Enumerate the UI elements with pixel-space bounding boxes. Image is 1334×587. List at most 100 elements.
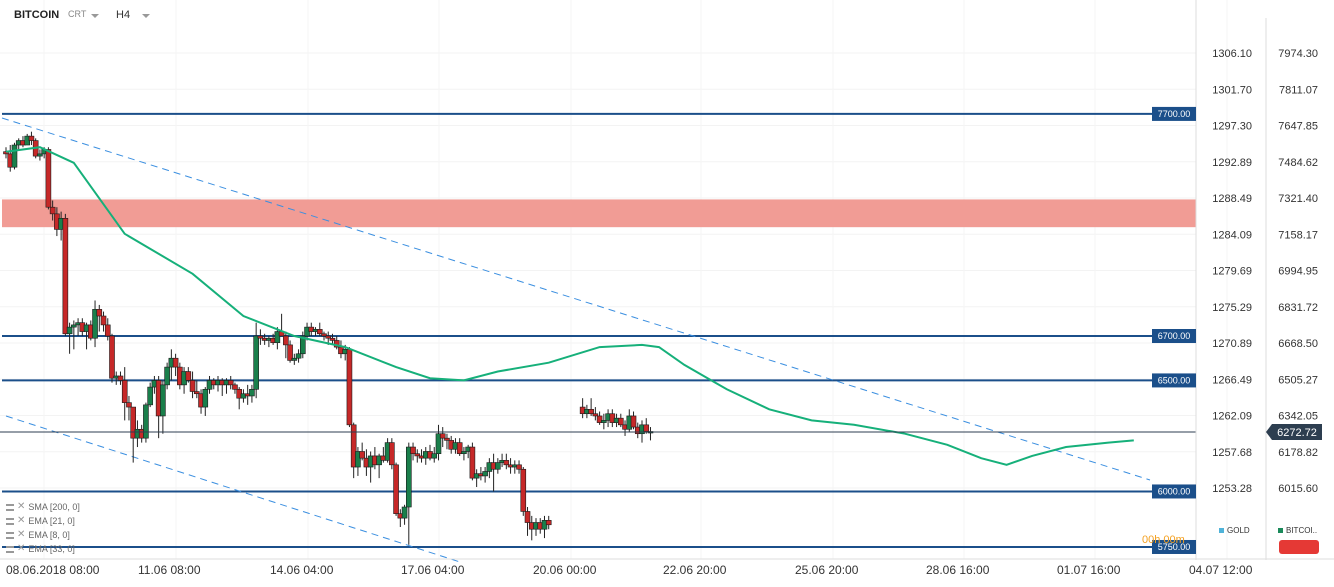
candle-body [96,309,103,317]
candle-body [516,464,522,470]
candle-body [185,371,192,381]
candle-body [444,437,450,441]
level-label-box [1152,106,1196,121]
time-tick-label: 11.06 08:00 [138,563,201,577]
candle-body [524,511,531,523]
close-icon[interactable]: ✕ [17,529,26,540]
price-tick-label: 7647.85 [1278,121,1318,133]
trend-channel [1,117,1151,563]
price-tick-label: 6178.82 [1278,447,1318,459]
price-tick-label: 6668.50 [1278,338,1318,350]
price-tick-label: 6994.95 [1278,266,1318,278]
level-label-box [1152,373,1196,388]
candle-body [329,337,336,341]
indicator-row[interactable]: ✕ SMA [200, 0] [6,500,80,514]
level-label: 6500.00 [1158,375,1191,385]
price-tick-label: 6015.60 [1278,483,1318,495]
timeframe-selector[interactable]: H4 [116,9,131,21]
candle-body [295,353,302,359]
level-label: 5750.00 [1158,542,1191,552]
candle-body [28,135,35,141]
candle-body [37,153,43,157]
indicator-row[interactable]: ✕ EMA [33, 0] [6,542,80,556]
candle-body [630,415,637,428]
candle-body [520,468,527,512]
candle-body [405,446,412,508]
candle-body [495,462,501,470]
candle-body [121,380,128,403]
timeframe-dropdown-icon[interactable] [142,14,150,18]
indicator-row[interactable]: ✕ EMA [8, 0] [6,528,80,542]
close-icon[interactable]: ✕ [17,515,26,526]
level-label: 7700.00 [1158,109,1191,119]
candle-body [503,460,510,466]
secondary-tick-label: 1292.89 [1212,157,1252,169]
price-tick-label: 7484.62 [1278,157,1318,169]
candle-body [389,442,395,466]
time-axis: 08.06.2018 08:00 11.06 08:00 14.06 04:00 17… [6,563,1253,577]
time-tick-label: 22.06 20:00 [663,563,727,577]
price-tick-label: 7974.30 [1278,48,1318,60]
candle-body [469,446,476,479]
candle-body [346,349,353,426]
secondary-tick-label: 1262.09 [1212,411,1252,423]
menu-icon[interactable] [6,531,14,539]
candle-body [160,384,166,417]
menu-icon[interactable] [6,517,14,525]
candle-body [355,451,361,468]
candle-body [62,217,69,335]
secondary-tick-label: 1284.09 [1212,229,1252,241]
axes [0,0,1334,560]
resistance-zone [2,199,1196,228]
secondary-tick-label: 1253.28 [1212,483,1252,495]
candle-body [126,402,132,408]
candle-body [117,375,124,381]
candle-body [316,329,323,335]
time-tick-label: 25.06 20:00 [795,563,859,577]
sell-button[interactable] [1279,540,1319,554]
secondary-tick-label: 1288.49 [1212,193,1252,205]
legend-bitcoin[interactable]: BITCOI.. [1278,526,1317,535]
candle-body [414,453,421,457]
candle-countdown: 00h 00m [1142,534,1185,546]
zone-rect [2,199,1196,228]
horizontal-levels [2,112,1196,548]
candle-body [410,446,416,455]
menu-icon[interactable] [6,545,14,553]
candle-body [401,506,408,519]
candle-body [274,331,281,343]
level-label-box [1152,539,1196,554]
candle-body [393,464,399,514]
menu-icon[interactable] [6,503,14,511]
level-label-box [1152,329,1196,344]
secondary-tick-label: 1297.30 [1212,121,1252,133]
candle-body [617,417,624,426]
candle-body [439,433,446,439]
candle-body [227,380,234,386]
lower-trend-line [5,415,461,563]
indicator-row[interactable]: ✕ EMA [21, 0] [6,514,80,528]
candlesticks [3,131,654,545]
candle-body [253,335,259,390]
candle-body [249,389,255,397]
candle-body [45,149,52,208]
chart-grid [0,52,1196,489]
time-tick-label: 08.06.2018 08:00 [6,563,100,577]
legend-swatch [1278,528,1283,533]
secondary-tick-label: 1301.70 [1212,84,1252,96]
secondary-price-axis: 1306.10 1301.70 1297.30 1292.89 1288.49 1284.… [1212,48,1252,495]
price-tick-label: 7158.17 [1278,229,1318,241]
symbol-title[interactable]: BITCOIN [14,9,60,21]
legend-gold[interactable]: GOLD [1219,526,1250,535]
secondary-tick-label: 1266.49 [1212,374,1252,386]
candle-body [350,424,357,468]
symbol-dropdown-icon[interactable] [91,14,99,18]
price-tick-label: 7811.07 [1279,84,1318,96]
level-label-box [1152,484,1196,499]
legend-swatch [1219,528,1224,533]
close-icon[interactable]: ✕ [17,501,26,512]
close-icon[interactable]: ✕ [17,543,26,554]
candle-body [643,424,650,432]
secondary-tick-label: 1270.89 [1212,338,1252,350]
